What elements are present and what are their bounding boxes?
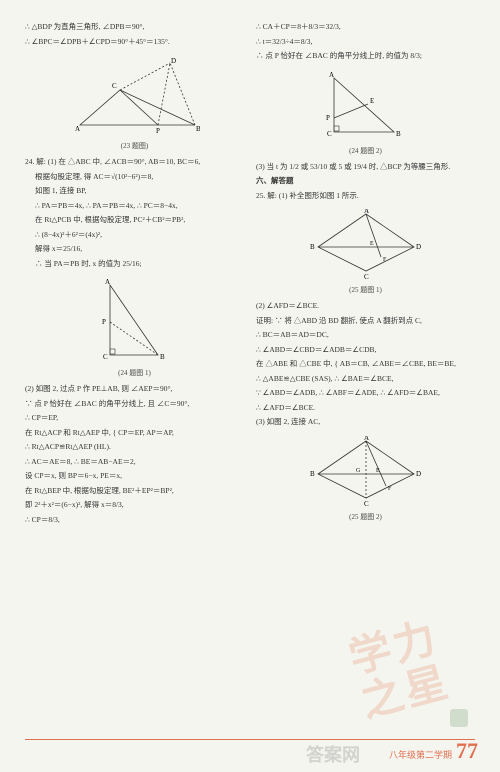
- vertex-label: C: [103, 353, 108, 361]
- vertex-label: C: [364, 273, 369, 279]
- text-line: ∴ CP＝EP,: [25, 411, 244, 425]
- text-line: (3) 当 t 为 1/2 或 53/10 或 5 或 19/4 时, △BCP…: [256, 160, 475, 174]
- right-column: ∴ CA＋CP＝8＋8/3＝32/3, ∴ t＝32/3÷4＝8/3, ∴ 点 …: [256, 20, 475, 737]
- text-line: 设 CP＝x, 则 BP＝6−x, PE＝x,: [25, 469, 244, 483]
- vertex-label: B: [310, 243, 315, 251]
- text-line: (2) ∠AFD＝∠BCE.: [256, 299, 475, 313]
- page-container: ∴ △BDP 为直角三角形, ∠DPB＝90°, ∴ ∠BPC＝∠DPB＋∠CP…: [0, 0, 500, 772]
- question-25: 25. 解: (1) 补全图形如图 1 所示.: [256, 189, 475, 203]
- diagram-23: A B C D P: [70, 55, 200, 135]
- text-line: 即 2²＋x²＝(6−x)², 解得 x＝8/3,: [25, 498, 244, 512]
- diagram-24-1: A B C P: [100, 277, 170, 362]
- vertex-label: P: [102, 318, 106, 326]
- text-line: ∴ ∠BPC＝∠DPB＋∠CPD＝90°＋45°＝135°.: [25, 35, 244, 49]
- text-line: 解得 x＝25/16,: [25, 242, 244, 256]
- text-line: ∴ △BDP 为直角三角形, ∠DPB＝90°,: [25, 20, 244, 34]
- vertex-label: B: [396, 130, 401, 138]
- footer-label: 八年级第二学期: [389, 748, 452, 761]
- text-line: ∴ ∠AFD＝∠BCE.: [256, 401, 475, 415]
- vertex-label: E: [370, 241, 374, 247]
- vertex-label: D: [171, 57, 176, 65]
- vertex-label: E: [376, 468, 380, 474]
- text-line: ∴ △ABE≌△CBE (SAS), ∴ ∠BAE＝∠BCE,: [256, 372, 475, 386]
- question-24: 24. 解: (1) 在 △ABC 中, ∠ACB＝90°, AB＝10, BC…: [25, 155, 244, 169]
- vertex-label: A: [329, 71, 334, 79]
- text-line: ∴ ∠ABD＝∠CBD＝∠ADB＝∠CDB,: [256, 343, 475, 357]
- vertex-label: C: [364, 500, 369, 506]
- text-line: ∴ 点 P 恰好在 ∠BAC 的角平分线上时, 的值为 8/3;: [256, 49, 475, 63]
- text-line: 在 Rt△PCB 中, 根据勾股定理, PC²＋CB²＝PB²,: [25, 213, 244, 227]
- left-column: ∴ △BDP 为直角三角形, ∠DPB＝90°, ∴ ∠BPC＝∠DPB＋∠CP…: [25, 20, 244, 737]
- text-line: (3) 如图 2, 连接 AC,: [256, 415, 475, 429]
- text-line: 在 △ABE 和 △CBE 中, { AB＝CB, ∠ABE＝∠CBE, BE＝…: [256, 357, 475, 371]
- page-number: 77: [456, 738, 478, 764]
- vertex-label: F: [388, 486, 392, 492]
- vertex-label: A: [75, 125, 80, 133]
- vertex-label: D: [416, 243, 421, 251]
- text-line: ∴ CA＋CP＝8＋8/3＝32/3,: [256, 20, 475, 34]
- text-line: ∴ 当 PA＝PB 时, x 的值为 25/16;: [25, 257, 244, 271]
- vertex-label: B: [310, 470, 315, 478]
- text-line: ∴ Rt△ACP≌Rt△AEP (HL).: [25, 440, 244, 454]
- diagram-caption: (25 题图 1): [256, 285, 475, 295]
- text-line: ∴ AC＝AE＝8, ∴ BE＝AB−AE＝2,: [25, 455, 244, 469]
- vertex-label: E: [370, 97, 374, 105]
- vertex-label: C: [327, 130, 332, 138]
- vertex-label: D: [416, 470, 421, 478]
- vertex-label: A: [364, 436, 369, 442]
- text-line: ∴ PA＝PB＝4x, ∴ PA＝PB＝4x, ∴ PC＝8−4x,: [25, 199, 244, 213]
- diagram-caption: (24 题图 2): [256, 146, 475, 156]
- vertex-label: F: [383, 257, 387, 263]
- diagram-25-1: A B C D E F: [306, 209, 426, 279]
- vertex-label: B: [160, 353, 165, 361]
- diagram-25-2: A B C D G E F: [306, 436, 426, 506]
- vertex-label: P: [156, 127, 160, 135]
- text-line: 根据勾股定理, 得 AC＝√(10²−6²)＝8,: [25, 170, 244, 184]
- vertex-label: C: [112, 82, 117, 90]
- page-footer: 八年级第二学期 77: [389, 738, 478, 764]
- vertex-label: G: [356, 468, 361, 474]
- text-line: ∵ 点 P 恰好在 ∠BAC 的角平分线上, 且 ∠C＝90°,: [25, 397, 244, 411]
- text-line: ∴ BC＝AB＝AD＝DC,: [256, 328, 475, 342]
- vertex-label: A: [364, 209, 369, 215]
- text-line: 在 Rt△ACP 和 Rt△AEP 中, { CP＝EP, AP＝AP,: [25, 426, 244, 440]
- text-line: (2) 如图 2, 过点 P 作 PE⊥AB, 则 ∠AEP＝90°,: [25, 382, 244, 396]
- text-line: ∵ ∠ABD＝∠ADB, ∴ ∠ABF＝∠ADE, ∴ ∠AFD＝∠BAE,: [256, 386, 475, 400]
- text-line: ∴ CP＝8/3,: [25, 513, 244, 527]
- diagram-caption: (23 题图): [25, 141, 244, 151]
- text-line: ∴ t＝32/3÷4＝8/3,: [256, 35, 475, 49]
- diagram-caption: (24 题图 1): [25, 368, 244, 378]
- vertex-label: P: [326, 114, 330, 122]
- diagram-caption: (25 题图 2): [256, 512, 475, 522]
- vertex-label: A: [105, 278, 110, 286]
- text-line: 证明: ∵ 将 △ABD 沿 BD 翻折, 使点 A 翻折到点 C,: [256, 314, 475, 328]
- text-line: ∴ (8−4x)²＋6²＝(4x)²,: [25, 228, 244, 242]
- section-heading: 六、解答题: [256, 174, 475, 188]
- text-line: 如图 1, 连接 BP,: [25, 184, 244, 198]
- logo-icon: [450, 709, 468, 727]
- diagram-24-2: A B C E P: [326, 70, 406, 140]
- vertex-label: B: [196, 125, 200, 133]
- text-line: 在 Rt△BEP 中, 根据勾股定理, BE²＋EP²＝BP²,: [25, 484, 244, 498]
